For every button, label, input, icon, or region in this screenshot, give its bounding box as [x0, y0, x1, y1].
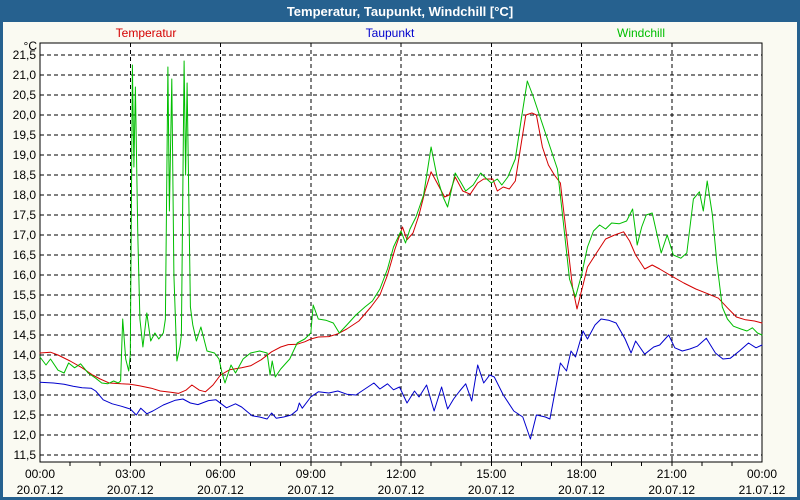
y-tick-label: 16,0	[13, 268, 37, 282]
y-tick-label: 15,5	[13, 288, 37, 302]
y-tick-label: 19,5	[13, 128, 37, 142]
y-tick-label: 18,5	[13, 168, 37, 182]
x-tick-time-label: 00:00	[747, 467, 777, 481]
x-tick-date-label: 20.07.12	[197, 483, 244, 497]
y-tick-label: 19,0	[13, 148, 37, 162]
x-tick-time-label: 18:00	[566, 467, 596, 481]
x-tick-date-label: 20.07.12	[558, 483, 605, 497]
x-tick-date-label: 20.07.12	[287, 483, 334, 497]
series-line-taupunkt	[39, 318, 763, 440]
y-tick-label: 21,5	[13, 48, 37, 62]
y-tick-label: 14,0	[13, 348, 37, 362]
x-tick-date-label: 20.07.12	[648, 483, 695, 497]
x-tick-time-label: 21:00	[657, 467, 687, 481]
x-tick-date-label: 20.07.12	[468, 483, 515, 497]
y-tick-label: 18,0	[13, 188, 37, 202]
y-tick-label: 12,5	[13, 408, 37, 422]
x-tick-time-label: 00:00	[25, 467, 55, 481]
y-tick-label: 17,0	[13, 228, 37, 242]
y-tick-label: 21,0	[13, 68, 37, 82]
x-tick-time-label: 03:00	[115, 467, 145, 481]
x-tick-date-label: 21.07.12	[739, 483, 786, 497]
y-tick-label: 11,5	[14, 448, 37, 462]
x-tick-time-label: 09:00	[296, 467, 326, 481]
y-tick-label: 20,0	[13, 108, 37, 122]
y-tick-label: 16,5	[13, 248, 37, 262]
y-axis-unit-label: °C	[24, 39, 38, 53]
x-tick-time-label: 06:00	[205, 467, 235, 481]
x-tick-date-label: 20.07.12	[107, 483, 154, 497]
y-tick-label: 13,5	[13, 368, 37, 382]
x-tick-date-label: 20.07.12	[378, 483, 425, 497]
window-border-right	[797, 22, 800, 500]
legend-item-temperatur: Temperatur	[115, 26, 177, 40]
legend-item-windchill: Windchill	[616, 26, 666, 40]
x-tick-date-label: 20.07.12	[17, 483, 64, 497]
title-bar: Temperatur, Taupunkt, Windchill [°C]	[0, 0, 800, 22]
plot-area	[40, 43, 762, 462]
y-tick-label: 12,0	[13, 428, 37, 442]
y-tick-label: 14,5	[13, 328, 37, 342]
y-tick-label: 17,5	[13, 208, 37, 222]
y-tick-label: 20,5	[13, 88, 37, 102]
x-tick-time-label: 15:00	[476, 467, 506, 481]
x-tick-time-label: 12:00	[386, 467, 416, 481]
y-tick-label: 13,0	[13, 388, 37, 402]
series-line-temperatur	[39, 112, 763, 394]
window-border-left	[0, 22, 3, 500]
legend-item-taupunkt: Taupunkt	[365, 26, 415, 40]
window-border-bottom	[0, 497, 800, 500]
series-line-windchill	[39, 60, 763, 385]
plot-frame	[39, 42, 763, 463]
y-tick-label: 15,0	[13, 308, 37, 322]
chart-title: Temperatur, Taupunkt, Windchill [°C]	[286, 3, 514, 19]
